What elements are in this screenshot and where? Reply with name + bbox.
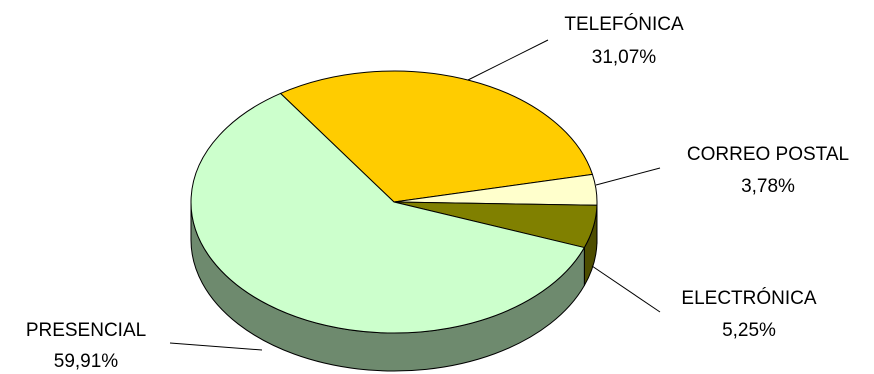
leader-line-correo-postal <box>595 167 661 186</box>
slice-label-electronica: ELECTRÓNICA <box>681 287 816 309</box>
leader-line-presencial <box>169 342 263 351</box>
slice-value-correo-postal: 3,78% <box>741 176 795 197</box>
slice-label-telefonica: TELEFÓNICA <box>564 13 684 35</box>
slice-label-presencial: PRESENCIAL <box>26 320 146 341</box>
leader-line-telefonica <box>467 39 549 81</box>
slice-telefonica <box>279 70 593 203</box>
slice-presencial <box>190 92 585 334</box>
leader-line-electronica <box>591 265 661 313</box>
pie-slices <box>190 70 598 334</box>
slice-label-correo-postal: CORREO POSTAL <box>687 144 849 165</box>
slice-value-presencial: 59,91% <box>54 351 119 372</box>
slice-value-electronica: 5,25% <box>722 320 776 341</box>
leader-lines <box>169 39 661 351</box>
slice-value-telefonica: 31,07% <box>592 47 657 68</box>
